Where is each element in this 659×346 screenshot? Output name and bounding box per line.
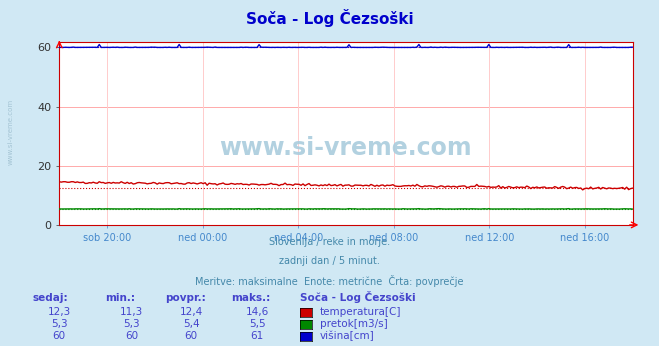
Text: pretok[m3/s]: pretok[m3/s] — [320, 319, 387, 329]
Text: 61: 61 — [250, 331, 264, 341]
Text: min.:: min.: — [105, 293, 136, 303]
Text: 12,3: 12,3 — [47, 307, 71, 317]
Text: 5,4: 5,4 — [183, 319, 200, 329]
Text: 5,5: 5,5 — [248, 319, 266, 329]
Text: 12,4: 12,4 — [179, 307, 203, 317]
Text: višina[cm]: višina[cm] — [320, 331, 374, 341]
Text: Slovenija / reke in morje.: Slovenija / reke in morje. — [269, 237, 390, 247]
Text: 14,6: 14,6 — [245, 307, 269, 317]
Text: 60: 60 — [125, 331, 138, 341]
Text: 5,3: 5,3 — [51, 319, 68, 329]
Text: 11,3: 11,3 — [120, 307, 144, 317]
Text: Soča - Log Čezsoški: Soča - Log Čezsoški — [300, 291, 415, 303]
Text: Soča - Log Čezsoški: Soča - Log Čezsoški — [246, 9, 413, 27]
Text: Meritve: maksimalne  Enote: metrične  Črta: povprečje: Meritve: maksimalne Enote: metrične Črta… — [195, 275, 464, 287]
Text: 60: 60 — [53, 331, 66, 341]
Text: maks.:: maks.: — [231, 293, 270, 303]
Text: 60: 60 — [185, 331, 198, 341]
Text: www.si-vreme.com: www.si-vreme.com — [8, 98, 14, 165]
Text: 5,3: 5,3 — [123, 319, 140, 329]
Text: temperatura[C]: temperatura[C] — [320, 307, 401, 317]
Text: www.si-vreme.com: www.si-vreme.com — [219, 136, 473, 160]
Text: povpr.:: povpr.: — [165, 293, 206, 303]
Text: zadnji dan / 5 minut.: zadnji dan / 5 minut. — [279, 256, 380, 266]
Text: sedaj:: sedaj: — [33, 293, 69, 303]
